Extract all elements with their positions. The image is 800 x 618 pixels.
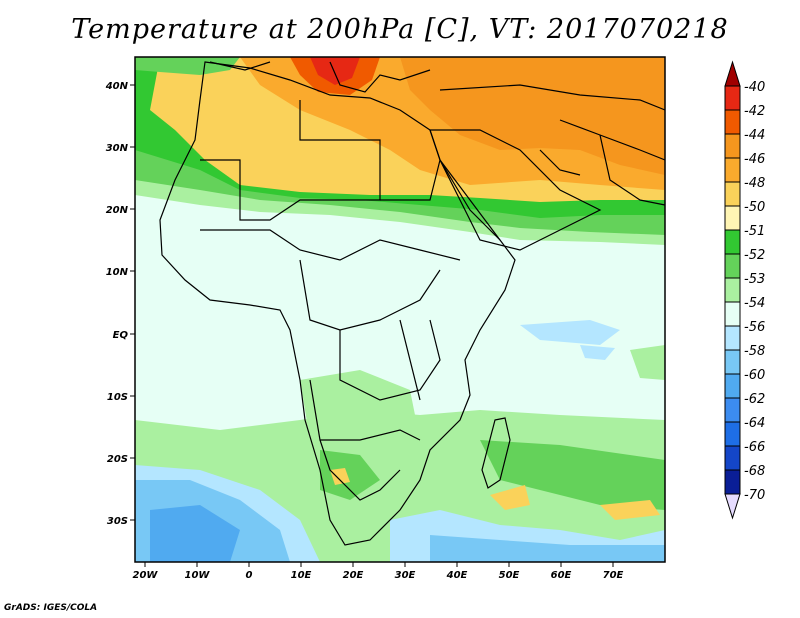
colorbar-segment xyxy=(724,397,741,423)
lat-label: 20N xyxy=(106,205,129,216)
region-54-west xyxy=(135,290,310,385)
region-58-south xyxy=(430,535,665,562)
colorbar-label: -42 xyxy=(744,104,765,119)
colorbar-segment xyxy=(724,349,741,375)
region-56-patch xyxy=(580,345,615,360)
east-africa-borders xyxy=(399,319,421,401)
colorbar-segment xyxy=(724,325,741,351)
lat-labels: 40N 30N 20N 10N EQ 10S 20S 30S xyxy=(105,81,129,527)
region-46 xyxy=(400,57,665,175)
lat-label: EQ xyxy=(113,330,129,341)
region-52-kalahari xyxy=(320,450,380,500)
colorbar-label: -58 xyxy=(744,344,765,359)
colorbar-segment xyxy=(724,277,741,303)
lon-label: 60E xyxy=(551,570,572,581)
lat-label: 30N xyxy=(106,143,129,154)
region-50-patch-kalahari xyxy=(330,468,350,485)
colorbar-label: -44 xyxy=(744,128,765,143)
colorbar-segment xyxy=(724,469,741,495)
colorbar-segment xyxy=(724,253,741,279)
region-52-southeast xyxy=(480,440,665,510)
region-50-patch xyxy=(490,485,530,510)
region-50-patch-east xyxy=(600,500,660,520)
colorbar-label: -52 xyxy=(744,248,765,263)
chart-title: Temperature at 200hPa [C], VT: 201707021… xyxy=(71,14,729,45)
region-56-east xyxy=(520,320,620,345)
namibia-borders xyxy=(319,439,401,501)
colorbar-label: -48 xyxy=(744,176,765,191)
red-sea-coast xyxy=(439,159,501,241)
colorbar-top-triangle xyxy=(724,60,741,87)
persian-gulf-coast xyxy=(539,149,581,176)
congo-borders xyxy=(339,319,441,401)
region-60-southwest xyxy=(150,505,240,562)
colorbar-segment xyxy=(724,445,741,471)
colorbar-segment xyxy=(724,373,741,399)
colorbar-segment xyxy=(724,205,741,231)
colorbar-segment xyxy=(724,301,741,327)
region-52-north xyxy=(135,57,240,75)
sahel-borders xyxy=(200,229,461,261)
region-53-east xyxy=(630,345,665,380)
colorbar-label: -64 xyxy=(744,416,765,431)
arabia-coast xyxy=(429,129,602,251)
colorbar-label: -40 xyxy=(744,80,765,95)
asia-border xyxy=(439,84,665,111)
region-42 xyxy=(310,57,360,85)
lon-label: 0 xyxy=(246,570,253,581)
india-border xyxy=(599,134,665,206)
colorbar-bottom-triangle xyxy=(724,493,741,520)
egypt-sudan-border xyxy=(380,159,441,201)
lon-label: 40E xyxy=(446,570,468,581)
colorbar-label: -60 xyxy=(744,368,765,383)
colorbar-segment xyxy=(724,85,741,111)
colorbar-label: -66 xyxy=(744,440,765,455)
colorbar-label: -54 xyxy=(744,296,765,311)
colorbar-label: -70 xyxy=(744,488,765,503)
colorbar-segment xyxy=(724,421,741,447)
lon-label: 70E xyxy=(603,570,624,581)
colorbar-label: -56 xyxy=(744,320,765,335)
lon-label: 10W xyxy=(185,570,211,581)
lat-label: 40N xyxy=(105,81,129,92)
central-borders xyxy=(299,259,441,331)
lat-label: 10S xyxy=(107,392,128,403)
madagascar-coast xyxy=(481,417,511,489)
lon-label: 50E xyxy=(499,570,520,581)
colorbar-label: -62 xyxy=(744,392,765,407)
balkans-border xyxy=(329,61,431,93)
colorbar-label: -68 xyxy=(744,464,765,479)
axis-ticks xyxy=(130,84,614,567)
iberia-border xyxy=(209,61,271,71)
region-53-southafrica xyxy=(300,370,420,500)
colorbar-segment xyxy=(724,157,741,183)
lon-label: 10E xyxy=(291,570,312,581)
colorbar-segment xyxy=(724,109,741,135)
map-frame xyxy=(134,56,666,563)
colorbar-segment xyxy=(724,133,741,159)
country-borders xyxy=(159,61,665,546)
lat-label: 20S xyxy=(107,454,128,465)
lat-label: 30S xyxy=(107,516,128,527)
colorbar: -40 -42 -44 -46 -48 -50 -51 -52 -53 -54 -56 -58 -60 -… xyxy=(724,60,765,520)
asia-border-2 xyxy=(559,119,665,161)
colorbar-label: -50 xyxy=(744,200,765,215)
lat-label: 10N xyxy=(106,267,129,278)
lon-label: 20W xyxy=(133,570,159,581)
lon-labels: 20W 10W 0 10E 20E 30E 40E 50E 60E 70E xyxy=(133,570,624,581)
lon-label: 30E xyxy=(395,570,416,581)
colorbar-label: -53 xyxy=(744,272,765,287)
colorbar-label: -46 xyxy=(744,152,765,167)
colorbar-segment xyxy=(724,229,741,255)
sahara-borders xyxy=(200,100,381,221)
lon-label: 20E xyxy=(343,570,364,581)
southern-borders xyxy=(309,379,421,441)
colorbar-segment xyxy=(724,181,741,207)
footer-credit: GrADS: IGES/COLA xyxy=(4,603,98,613)
colorbar-label: -51 xyxy=(744,224,765,239)
africa-coast xyxy=(159,61,516,546)
